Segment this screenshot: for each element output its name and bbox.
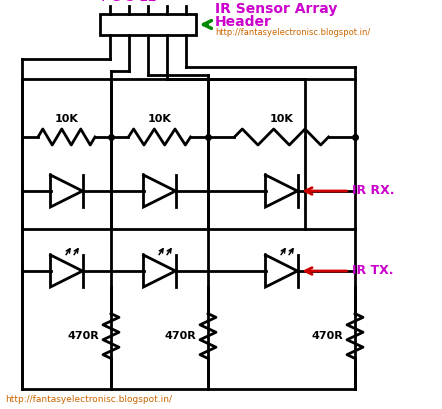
Text: IR Sensor Array: IR Sensor Array xyxy=(215,2,337,16)
Bar xyxy=(100,14,196,35)
Text: 470R: 470R xyxy=(164,331,196,341)
Text: Header: Header xyxy=(215,15,272,29)
Text: + 3 5 12 -: + 3 5 12 - xyxy=(98,0,166,4)
Text: IR TX.: IR TX. xyxy=(353,265,394,277)
Text: 470R: 470R xyxy=(311,331,343,341)
Text: 10K: 10K xyxy=(54,114,78,124)
Text: http://fantasyelectronisc.blogspot.in/: http://fantasyelectronisc.blogspot.in/ xyxy=(215,28,370,37)
Text: IR RX.: IR RX. xyxy=(353,184,395,198)
Text: 10K: 10K xyxy=(270,114,293,124)
Text: http://fantasyelectronisc.blogspot.in/: http://fantasyelectronisc.blogspot.in/ xyxy=(5,395,172,404)
Text: 470R: 470R xyxy=(67,331,99,341)
Text: 10K: 10K xyxy=(148,114,171,124)
